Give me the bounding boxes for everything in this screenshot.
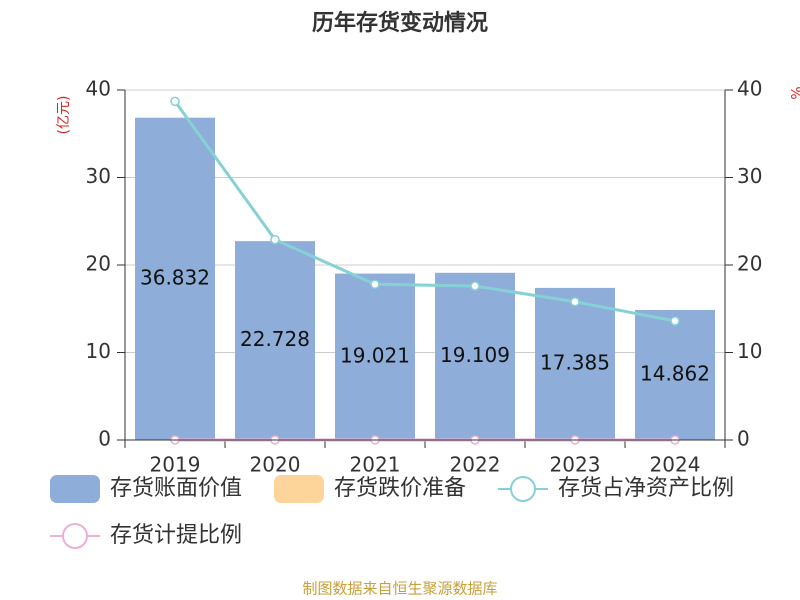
y2-tick-label: 30 [737,164,762,188]
y2-tick-label: 0 [737,427,750,451]
y2-tick-label: 40 [737,77,762,101]
y-tick-label: 30 [86,164,111,188]
legend-swatch [50,475,100,503]
bar [435,272,515,440]
bar-value-label: 19.021 [340,343,410,367]
y2-tick-label: 20 [737,252,762,276]
source-note: 制图数据来自恒生聚源数据库 [302,580,497,598]
bar [235,241,315,440]
bar [335,273,415,440]
line-point [270,234,280,245]
line-point [170,96,180,107]
line [173,100,676,323]
legend-label: 存货占净资产比例 [558,476,734,501]
y2-axis-label: % [787,86,800,99]
bar-value-label: 17.385 [540,350,610,374]
y-tick-label: 20 [86,252,111,276]
line-point [570,297,580,307]
legend-label: 存货跌价准备 [334,476,466,501]
bar [535,287,615,440]
y-tick-label: 40 [86,77,111,101]
y-axis-label: (亿元) [56,96,72,135]
x-tick-label: 2024 [650,453,701,477]
chart-title: 历年存货变动情况 [312,10,488,36]
x-tick-label: 2021 [350,453,401,477]
x-tick-label: 2022 [450,453,501,477]
bar-value-label: 22.728 [240,327,310,351]
y2-tick-label: 10 [737,339,762,363]
legend-label: 存货账面价值 [110,476,242,501]
line-point [470,281,480,291]
x-tick-label: 2019 [150,453,201,477]
line-point [370,279,380,289]
bar-value-label: 36.832 [140,265,210,289]
x-tick-label: 2020 [250,453,301,477]
legend-swatch [62,523,88,549]
x-tick-label: 2023 [550,453,601,477]
legend-swatch [510,476,536,502]
y-tick-label: 0 [98,427,111,451]
bar [135,117,215,440]
bar [635,309,715,440]
legend-swatch [274,475,324,503]
bar-value-label: 19.109 [440,343,510,367]
line-point [670,316,680,326]
legend-label: 存货计提比例 [110,523,242,548]
bar-value-label: 14.862 [640,361,710,385]
y-tick-label: 10 [86,339,111,363]
